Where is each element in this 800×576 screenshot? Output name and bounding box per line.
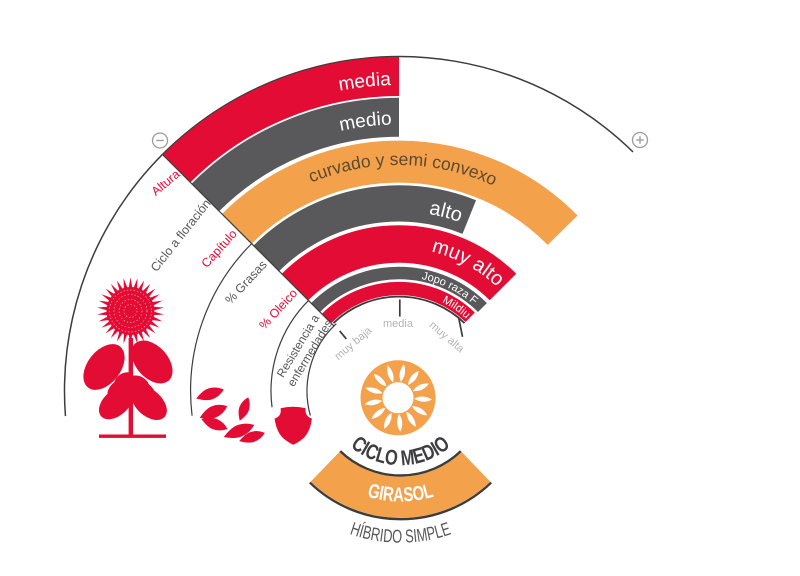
svg-text:Í: Í	[357, 520, 367, 542]
svg-text:O: O	[411, 481, 426, 505]
svg-text:M: M	[400, 446, 416, 471]
svg-text:D: D	[382, 527, 393, 548]
svg-text:S: S	[402, 483, 414, 506]
svg-text:media: media	[383, 318, 414, 330]
svg-text:O: O	[392, 527, 402, 547]
svg-text:I: I	[413, 527, 419, 547]
svg-text:I: I	[379, 526, 385, 546]
svg-text:R: R	[382, 482, 395, 506]
svg-text:O: O	[383, 446, 399, 471]
svg-text:I: I	[377, 481, 385, 504]
svg-text:A: A	[393, 483, 404, 506]
svg-text:R: R	[369, 525, 381, 546]
svg-text:P: P	[425, 524, 437, 545]
svg-text:G: G	[366, 479, 383, 504]
svg-text:M: M	[415, 525, 428, 546]
svg-text:S: S	[405, 527, 415, 547]
